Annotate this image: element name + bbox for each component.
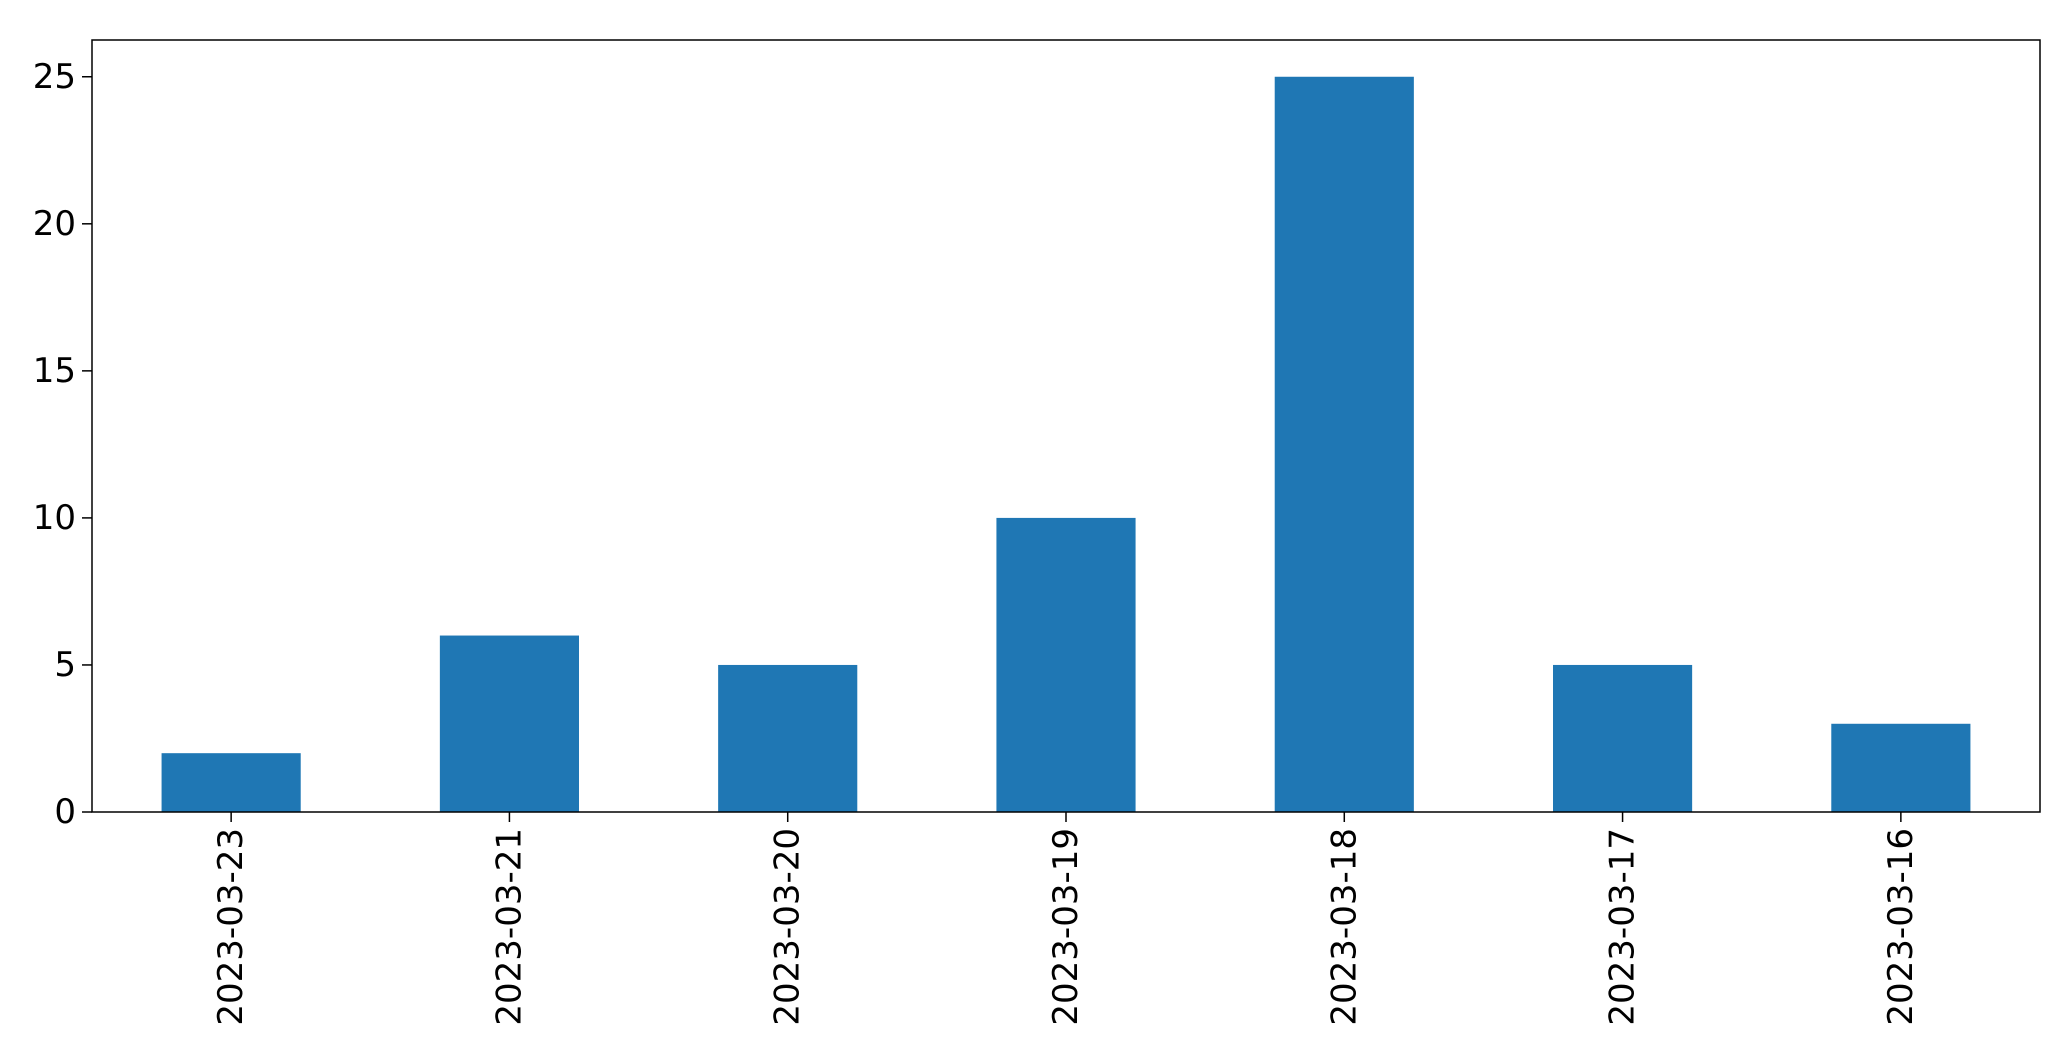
- bar-2023-03-21: [439, 635, 579, 812]
- bars-layer: [161, 76, 1971, 812]
- x-tick-label: 2023-03-18: [1324, 828, 1364, 1026]
- bar-2023-03-16: [1831, 723, 1971, 812]
- y-tick-label: 25: [33, 57, 76, 97]
- bar-2023-03-19: [996, 517, 1136, 812]
- y-tick-label: 0: [54, 792, 76, 832]
- bar-2023-03-18: [1274, 76, 1414, 812]
- y-tick-label: 20: [33, 204, 76, 244]
- x-axis: 2023-03-23 2023-03-21 2023-03-20 2023-03-19…: [211, 812, 1921, 1026]
- x-tick-label: 2023-03-17: [1603, 828, 1643, 1026]
- x-tick-label: 2023-03-21: [489, 828, 529, 1026]
- bar-2023-03-20: [718, 664, 858, 812]
- y-tick-label: 15: [33, 351, 76, 391]
- x-tick-label: 2023-03-19: [1046, 828, 1086, 1026]
- y-axis: 0 5 10 15 20 25: [33, 57, 92, 832]
- x-tick-label: 2023-03-20: [768, 828, 808, 1026]
- x-tick-label: 2023-03-16: [1881, 828, 1921, 1026]
- bar-2023-03-17: [1553, 664, 1693, 812]
- y-tick-label: 10: [33, 498, 76, 538]
- x-tick-label: 2023-03-23: [211, 828, 251, 1026]
- bar-2023-03-23: [161, 753, 301, 812]
- plot-frame: [91, 39, 2041, 813]
- y-tick-label: 5: [54, 645, 76, 685]
